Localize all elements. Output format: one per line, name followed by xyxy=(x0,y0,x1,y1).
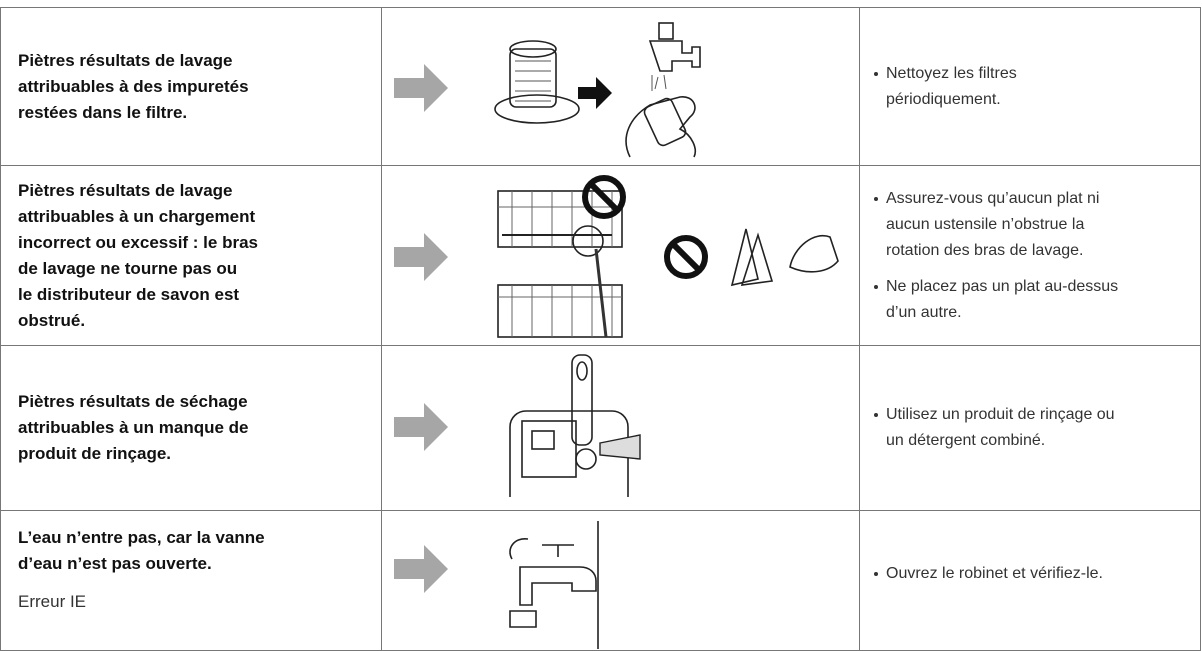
loading-illustration xyxy=(394,174,839,338)
solution-line: Nettoyez les filtres xyxy=(886,64,1017,82)
problem-line: attribuables à un manque de xyxy=(18,418,249,437)
problem-line: attribuables à des impuretés xyxy=(18,76,249,96)
solution-line: aucun ustensile n’obstrue la xyxy=(886,215,1085,233)
problem-line: Piètres résultats de lavage xyxy=(18,50,233,70)
problem-line: de lavage ne tourne pas ou xyxy=(18,258,238,278)
solution-list: Nettoyez les filtres périodiquement. xyxy=(872,61,1200,113)
rinse-aid-illustration xyxy=(394,353,641,497)
solution-line: d’un autre. xyxy=(886,303,962,321)
solution-line: Assurez-vous qu’aucun plat ni xyxy=(886,189,1100,207)
problem-line: d’eau n’est pas ouverte. xyxy=(18,554,212,573)
page: Piètres résultats de lavage attribuables… xyxy=(0,7,1201,651)
problem-line: L’eau n’entre pas, car la vanne xyxy=(18,528,265,547)
error-code: Erreur IE xyxy=(18,592,87,611)
solution: Assurez-vous qu’aucun plat ni aucun usten… xyxy=(872,186,1200,264)
solution-line: Utilisez un produit de rinçage ou xyxy=(886,406,1115,423)
row: L’eau n’entre pas, car la vanne d’eau n’… xyxy=(0,510,1201,651)
problem-line: Piètres résultats de séchage xyxy=(18,392,248,411)
solution-cell: Ouvrez le robinet et vérifiez-le. xyxy=(859,510,1201,651)
row: Piètres résultats de lavage attribuables… xyxy=(0,165,1201,346)
problem-line: restées dans le filtre. xyxy=(18,102,188,122)
problem-cell: Piètres résultats de lavage attribuables… xyxy=(0,165,382,346)
solution-line: Ouvrez le robinet et vérifiez-le. xyxy=(886,565,1103,582)
solution-line: un détergent combiné. xyxy=(886,432,1046,449)
row: Piètres résultats de lavage attribuables… xyxy=(0,7,1201,166)
tap-illustration xyxy=(394,521,599,649)
solution-line: rotation des bras de lavage. xyxy=(886,241,1084,259)
problem-line: incorrect ou excessif : le bras xyxy=(18,232,258,252)
solution-cell: Nettoyez les filtres périodiquement. xyxy=(859,7,1201,166)
problem-cell: Piètres résultats de lavage attribuables… xyxy=(0,7,382,166)
filter-illustration xyxy=(394,21,701,157)
illustration-cell xyxy=(381,7,860,166)
illustration-cell xyxy=(381,345,860,511)
solution: Ne placez pas un plat au-dessus d’un autr… xyxy=(872,274,1200,326)
solution-cell: Assurez-vous qu’aucun plat ni aucun usten… xyxy=(859,165,1201,346)
problem-line: Piètres résultats de lavage xyxy=(18,180,233,200)
problem-line: obstrué. xyxy=(18,310,86,330)
problem-line: le distributeur de savon est xyxy=(18,284,240,304)
solution: Nettoyez les filtres périodiquement. xyxy=(872,61,1200,113)
problem-cell: Piètres résultats de séchage attribuable… xyxy=(0,345,382,511)
solution-line: périodiquement. xyxy=(886,90,1001,108)
solution: Utilisez un produit de rinçage ou un déte… xyxy=(872,402,1200,454)
solution-list: Utilisez un produit de rinçage ou un déte… xyxy=(872,402,1200,454)
solution: Ouvrez le robinet et vérifiez-le. xyxy=(872,561,1200,587)
row: Piètres résultats de séchage attribuable… xyxy=(0,345,1201,511)
solution-list: Assurez-vous qu’aucun plat ni aucun usten… xyxy=(872,186,1200,326)
troubleshooting-table: Piètres résultats de lavage attribuables… xyxy=(0,7,1201,651)
problem-line: attribuables à un chargement xyxy=(18,206,256,226)
problem-line: produit de rinçage. xyxy=(18,444,172,463)
illustration-cell xyxy=(381,165,860,346)
illustration-cell xyxy=(381,510,860,651)
solution-line: Ne placez pas un plat au-dessus xyxy=(886,277,1119,295)
solution-list: Ouvrez le robinet et vérifiez-le. xyxy=(872,561,1200,587)
solution-cell: Utilisez un produit de rinçage ou un déte… xyxy=(859,345,1201,511)
problem-cell: L’eau n’entre pas, car la vanne d’eau n’… xyxy=(0,510,382,651)
